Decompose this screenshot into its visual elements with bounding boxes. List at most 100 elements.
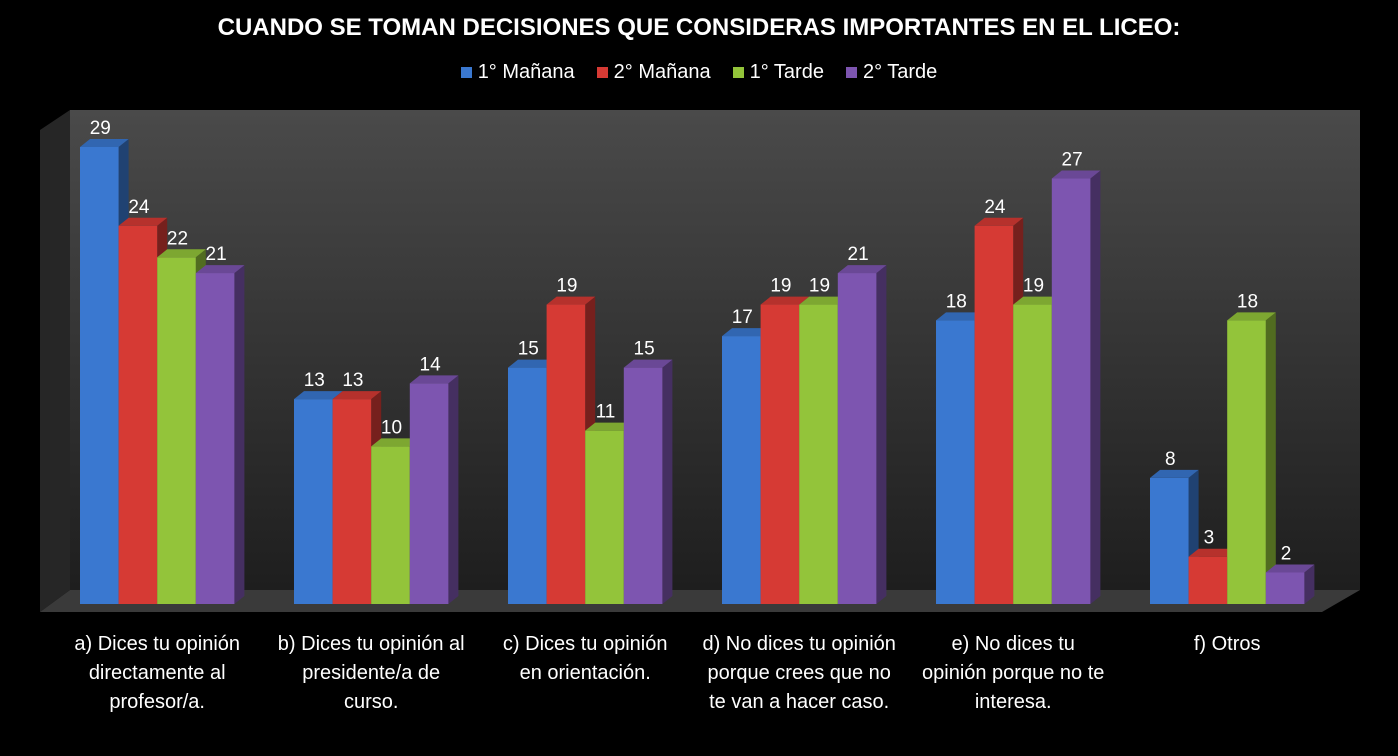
legend-item-2t: 2° Tarde — [845, 61, 938, 84]
bar-front — [409, 383, 449, 604]
data-label: 15 — [634, 339, 655, 360]
data-label: 19 — [770, 276, 791, 297]
bar-top — [508, 359, 557, 368]
bar-top — [1188, 548, 1238, 557]
bar-front — [799, 304, 838, 604]
data-label: 19 — [1023, 276, 1044, 297]
data-label: 24 — [984, 197, 1006, 218]
bar-top — [585, 422, 634, 431]
bar-front — [195, 273, 235, 604]
category-label: f) Otros — [1193, 633, 1261, 655]
chart-title: CUANDO SE TOMAN DECISIONES QUE CONSIDERA… — [217, 14, 1181, 41]
data-label: 15 — [518, 339, 539, 360]
legend-swatch — [732, 67, 744, 78]
bar — [1051, 170, 1101, 604]
bar-front — [974, 225, 1014, 605]
data-label: 19 — [556, 276, 577, 297]
bar-top — [1265, 564, 1315, 573]
bar-top — [1051, 170, 1101, 179]
category-label: a) Dices tu opinión directamente al prof… — [74, 633, 241, 713]
bar-front — [80, 147, 119, 604]
bar-front — [332, 399, 372, 604]
bar-top — [546, 296, 596, 305]
legend-label: 2° Tarde — [862, 61, 938, 83]
category-label: d) No dices tu opinión porque crees que … — [702, 633, 896, 713]
bar-top — [371, 438, 420, 447]
bar-front — [1265, 572, 1305, 604]
data-label: 18 — [1237, 291, 1258, 312]
bar-top — [118, 217, 168, 226]
bar-front — [1051, 178, 1091, 604]
category-label: e) No dices tu opinión porque no te inte… — [922, 633, 1105, 713]
data-label: 22 — [167, 228, 188, 249]
bar-top — [80, 139, 129, 147]
bar-front — [1188, 556, 1228, 604]
bar-side — [662, 359, 673, 604]
bar-front — [118, 225, 158, 605]
side-wall — [40, 110, 70, 612]
data-label: 19 — [809, 276, 830, 297]
bar-top — [294, 391, 343, 400]
bar-front — [508, 367, 547, 604]
bar-top — [623, 359, 673, 368]
bar — [409, 375, 459, 604]
bar-front — [157, 257, 196, 604]
bar — [195, 265, 245, 604]
bar-front — [837, 273, 877, 604]
bar-top — [1227, 312, 1276, 321]
legend-swatch — [596, 67, 608, 78]
bar-front — [760, 304, 800, 604]
legend-swatch — [460, 67, 472, 78]
category-label: c) Dices tu opinión en orientación. — [502, 633, 668, 684]
data-label: 29 — [90, 118, 111, 139]
data-label: 24 — [128, 197, 150, 218]
bar-top — [1013, 296, 1062, 305]
bar-top — [195, 265, 245, 274]
category-label: b) Dices tu opinión al presidente/a de c… — [277, 633, 465, 713]
legend-label: 1° Tarde — [749, 61, 824, 83]
bar — [1265, 564, 1315, 604]
data-label: 13 — [304, 370, 325, 391]
bar — [1227, 312, 1276, 604]
bar-side — [1304, 564, 1315, 604]
bar-top — [837, 265, 887, 274]
data-label: 17 — [732, 307, 753, 328]
data-label: 27 — [1062, 150, 1083, 171]
bar-top — [1150, 469, 1199, 478]
bar-front — [371, 446, 410, 604]
legend-item-2m: 2° Mañana — [596, 61, 711, 84]
bar-side — [1090, 170, 1101, 604]
bar-side — [448, 375, 459, 604]
bar-top — [157, 249, 206, 258]
bar-top — [409, 375, 459, 384]
data-label: 14 — [420, 354, 442, 375]
data-label: 13 — [342, 370, 363, 391]
bar-front — [722, 336, 761, 604]
legend-item-1m: 1° Mañana — [460, 61, 575, 84]
bar-front — [936, 320, 975, 604]
legend-item-1t: 1° Tarde — [732, 61, 824, 84]
legend-label: 1° Mañana — [477, 61, 575, 83]
bar-top — [936, 312, 985, 321]
bar-front — [546, 304, 586, 604]
data-label: 21 — [848, 244, 869, 265]
bar-side — [1265, 312, 1276, 604]
legend-label: 2° Mañana — [613, 61, 711, 83]
bar-top — [799, 296, 848, 305]
bar-front — [585, 430, 624, 604]
bar-side — [876, 265, 887, 604]
data-label: 2 — [1281, 543, 1292, 564]
data-label: 10 — [381, 417, 402, 438]
bar-top — [332, 391, 382, 400]
legend: 1° Mañana 2° Mañana 1° Tarde 2° Tarde — [0, 61, 1398, 84]
bar-front — [1150, 477, 1189, 604]
bar — [623, 359, 673, 604]
data-label: 3 — [1204, 528, 1215, 549]
data-label: 8 — [1165, 449, 1176, 470]
data-label: 18 — [946, 291, 967, 312]
bar-top — [974, 217, 1024, 226]
bar-top — [722, 328, 771, 337]
bar-top — [760, 296, 810, 305]
bar-front — [1013, 304, 1052, 604]
